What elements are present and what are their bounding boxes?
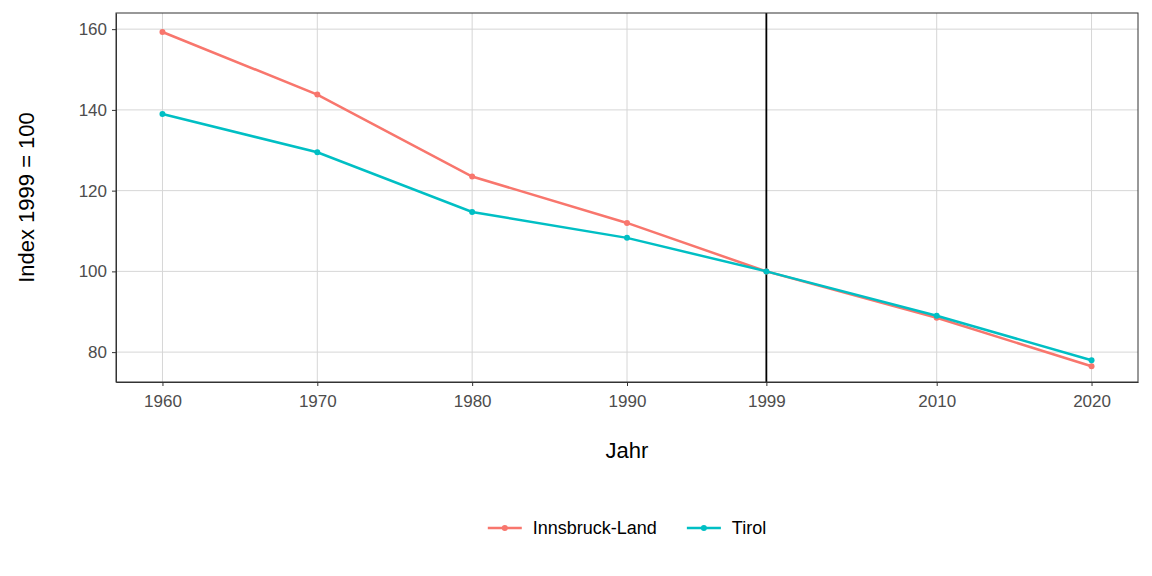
grid-line bbox=[472, 13, 473, 382]
data-point bbox=[624, 235, 630, 241]
data-point bbox=[314, 149, 320, 155]
tick: 1990 bbox=[609, 382, 647, 411]
tick-mark bbox=[1092, 382, 1093, 386]
tick-mark bbox=[766, 382, 767, 386]
grid-line bbox=[936, 13, 937, 382]
axis-line bbox=[116, 14, 117, 383]
data-point bbox=[159, 29, 165, 35]
tick-label: 1960 bbox=[144, 392, 182, 411]
tick-label: 160 bbox=[79, 20, 107, 39]
x-axis: 1960 1970 1980 1990 1999 2010 2020 bbox=[117, 382, 1139, 411]
series-line bbox=[162, 32, 1091, 366]
tick-mark bbox=[112, 110, 116, 111]
tick-mark bbox=[112, 352, 116, 353]
tick: 100 bbox=[79, 262, 116, 281]
plot-background bbox=[116, 13, 1138, 382]
data-point bbox=[159, 111, 165, 117]
grid-line bbox=[766, 13, 767, 382]
legend: Innsbruck-Land Tirol bbox=[488, 518, 766, 538]
grid bbox=[116, 13, 1138, 382]
y-axis: 80 100 120 140 160 bbox=[79, 14, 117, 383]
tick: 2020 bbox=[1073, 382, 1111, 411]
data-point bbox=[763, 268, 769, 274]
tick-label: 80 bbox=[88, 343, 107, 362]
tick-label: 2010 bbox=[918, 392, 956, 411]
series-line bbox=[162, 114, 1091, 360]
tick: 1970 bbox=[299, 382, 337, 411]
tick-mark bbox=[162, 382, 163, 386]
tick-mark bbox=[112, 29, 116, 30]
legend-key-marker bbox=[701, 525, 707, 531]
tick-label: 1990 bbox=[609, 392, 647, 411]
tick: 1980 bbox=[454, 382, 492, 411]
tick-mark bbox=[317, 382, 318, 386]
legend-item: Innsbruck-Land bbox=[488, 518, 657, 538]
tick-label: 1980 bbox=[454, 392, 492, 411]
tick-mark bbox=[472, 382, 473, 386]
tick: 1999 bbox=[748, 382, 786, 411]
data-point bbox=[1089, 363, 1095, 369]
reference-line bbox=[765, 13, 767, 382]
grid-line bbox=[162, 13, 163, 382]
grid-line bbox=[1091, 13, 1092, 382]
panel-border bbox=[116, 13, 1138, 382]
legend-label: Innsbruck-Land bbox=[533, 518, 657, 538]
grid-line bbox=[627, 13, 628, 382]
tick-label: 1999 bbox=[748, 392, 786, 411]
legend-label: Tirol bbox=[732, 518, 766, 538]
tick-mark bbox=[937, 382, 938, 386]
legend-item: Tirol bbox=[687, 518, 766, 538]
tick-label: 100 bbox=[79, 262, 107, 281]
tick: 160 bbox=[79, 20, 116, 39]
tick-mark bbox=[112, 191, 116, 192]
tick: 140 bbox=[79, 101, 116, 120]
tick-label: 1970 bbox=[299, 392, 337, 411]
chart: 80 100 120 140 160 1960 1970 1980 1990 1999 2010 20… bbox=[0, 0, 1152, 576]
tick: 1960 bbox=[144, 382, 182, 411]
tick: 2010 bbox=[918, 382, 956, 411]
tick: 80 bbox=[88, 343, 116, 362]
data-point bbox=[1089, 357, 1095, 363]
tick-label: 2020 bbox=[1073, 392, 1111, 411]
grid-line bbox=[317, 13, 318, 382]
plot-area bbox=[159, 13, 1094, 382]
data-point bbox=[469, 174, 475, 180]
tick: 120 bbox=[79, 182, 116, 201]
y-axis-title: Index 1999 = 100 bbox=[14, 112, 39, 283]
tick-mark bbox=[627, 382, 628, 386]
x-axis-title: Jahr bbox=[606, 438, 649, 463]
data-point bbox=[763, 268, 769, 274]
legend-key-marker bbox=[502, 525, 508, 531]
data-point bbox=[624, 220, 630, 226]
data-point bbox=[314, 92, 320, 98]
data-point bbox=[934, 313, 940, 319]
data-point bbox=[469, 209, 475, 215]
tick-mark bbox=[112, 271, 116, 272]
tick-label: 140 bbox=[79, 101, 107, 120]
tick-label: 120 bbox=[79, 182, 107, 201]
